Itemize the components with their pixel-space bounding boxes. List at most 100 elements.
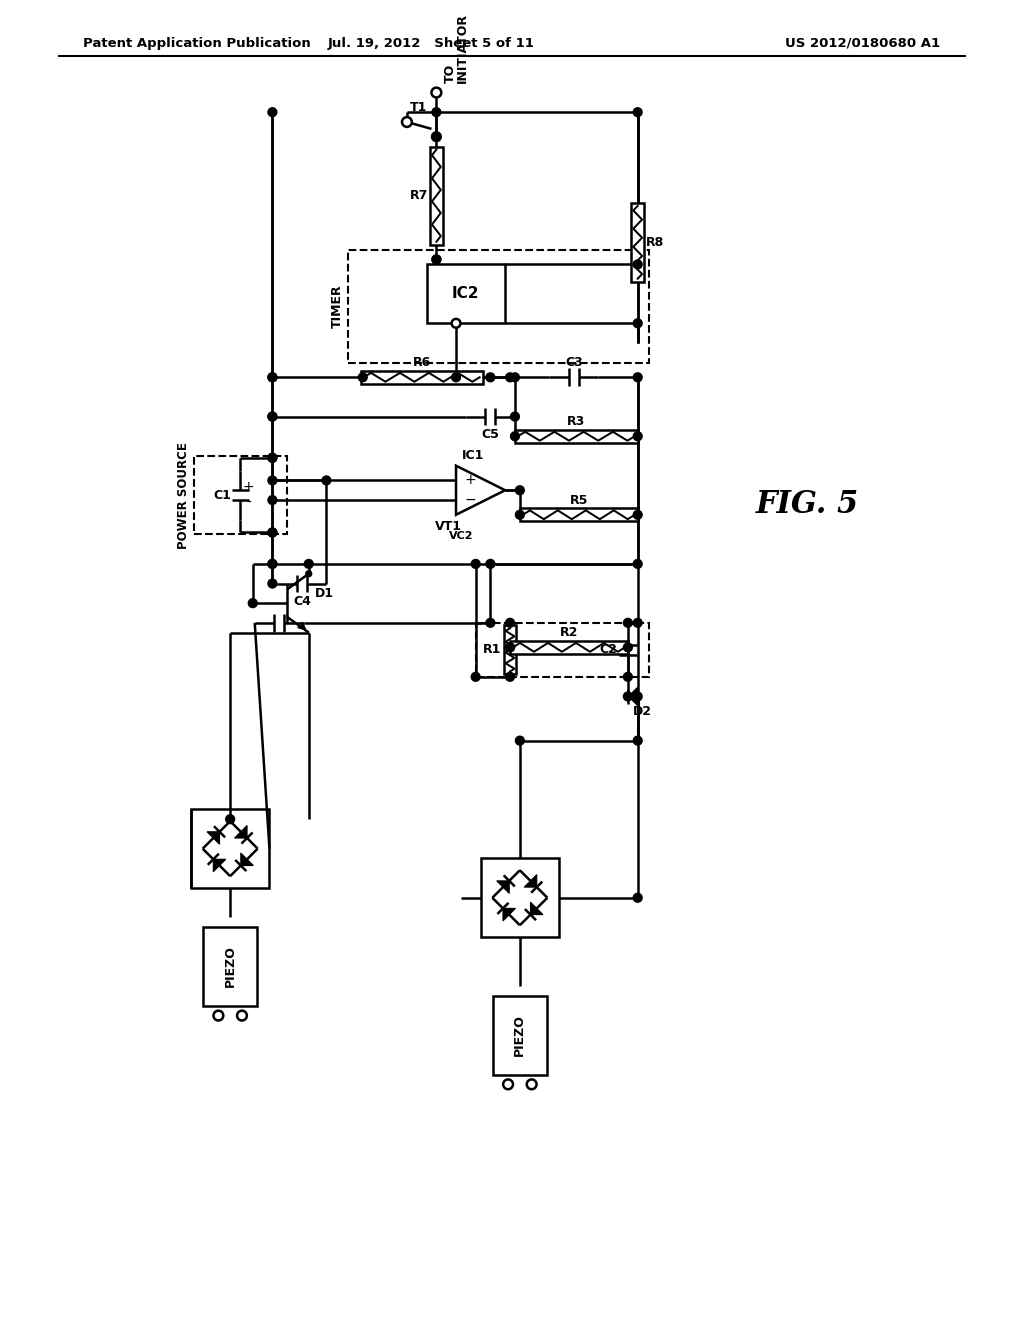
Bar [520,508,638,521]
Text: R5: R5 [569,494,588,507]
Circle shape [526,1080,537,1089]
Circle shape [515,511,524,519]
Circle shape [624,672,632,681]
Bar [480,858,559,937]
Text: POWER SOURCE: POWER SOURCE [177,442,189,549]
Circle shape [633,692,642,701]
Text: B2: B2 [511,891,529,904]
Circle shape [213,1011,223,1020]
Circle shape [268,372,276,381]
Circle shape [268,560,276,569]
Circle shape [432,255,440,264]
Circle shape [268,453,276,462]
Circle shape [249,599,257,607]
Circle shape [633,260,642,269]
Polygon shape [241,853,253,866]
Circle shape [511,412,519,421]
Text: R2: R2 [560,626,579,639]
Text: PIEZO: PIEZO [513,1014,526,1056]
Circle shape [268,453,276,462]
Text: +: + [243,480,254,494]
Polygon shape [456,466,505,515]
Text: T1: T1 [410,100,427,114]
Text: FIG. 5: FIG. 5 [756,490,859,520]
Circle shape [237,1011,247,1020]
Text: VT1: VT1 [434,520,462,533]
Circle shape [358,372,368,381]
Polygon shape [524,875,537,887]
Circle shape [633,618,642,627]
Circle shape [511,372,519,381]
Circle shape [268,412,276,421]
Bar [430,147,442,244]
Text: D1: D1 [314,587,334,599]
Circle shape [268,372,276,381]
Circle shape [506,643,514,652]
Text: +: + [465,474,476,487]
Circle shape [506,372,514,381]
Circle shape [268,528,276,537]
Polygon shape [213,859,226,871]
Polygon shape [207,832,219,845]
Polygon shape [234,825,247,838]
Text: Jul. 19, 2012   Sheet 5 of 11: Jul. 19, 2012 Sheet 5 of 11 [328,37,535,50]
Bar [504,626,516,675]
Circle shape [431,132,441,141]
Text: B1: B1 [221,842,240,855]
Text: R7: R7 [410,189,428,202]
Circle shape [633,511,642,519]
Circle shape [633,319,642,327]
Circle shape [452,319,461,327]
Circle shape [322,477,331,484]
Circle shape [511,432,519,441]
Circle shape [268,528,276,537]
Text: −: − [465,494,476,507]
Circle shape [432,108,440,116]
Text: C4: C4 [293,595,311,607]
Text: US 2012/0180680 A1: US 2012/0180680 A1 [785,37,940,50]
Text: D2: D2 [633,705,652,718]
Text: IC2: IC2 [453,286,479,301]
Circle shape [486,560,495,569]
Bar [493,997,547,1074]
Circle shape [471,560,480,569]
Polygon shape [503,908,515,921]
Circle shape [452,372,461,381]
Bar [632,203,644,281]
Circle shape [225,814,234,824]
Text: C5: C5 [481,428,500,441]
Text: R3: R3 [567,414,586,428]
Circle shape [432,255,440,264]
Circle shape [268,412,276,421]
Circle shape [633,560,642,569]
Text: C3: C3 [565,356,583,370]
Circle shape [506,672,514,681]
Circle shape [624,692,632,701]
Circle shape [486,372,495,381]
Bar [515,430,638,442]
Circle shape [506,618,514,627]
Bar [203,927,257,1006]
Text: -: - [246,496,251,510]
Circle shape [515,486,524,495]
Circle shape [268,579,276,587]
Bar [194,455,287,535]
Text: C2: C2 [599,643,617,656]
Text: PIEZO: PIEZO [223,945,237,987]
Text: Patent Application Publication: Patent Application Publication [83,37,310,50]
Circle shape [506,643,514,652]
Polygon shape [497,880,509,894]
Circle shape [471,672,480,681]
Circle shape [268,477,276,484]
Circle shape [633,372,642,381]
Circle shape [633,108,642,116]
Text: C1: C1 [214,488,231,502]
Circle shape [633,737,642,744]
Text: R6: R6 [413,356,431,370]
Text: IC1: IC1 [462,449,484,462]
Text: TIMER: TIMER [331,284,344,327]
Text: R8: R8 [646,236,665,248]
Polygon shape [629,688,637,705]
Circle shape [633,432,642,441]
Circle shape [402,117,412,127]
